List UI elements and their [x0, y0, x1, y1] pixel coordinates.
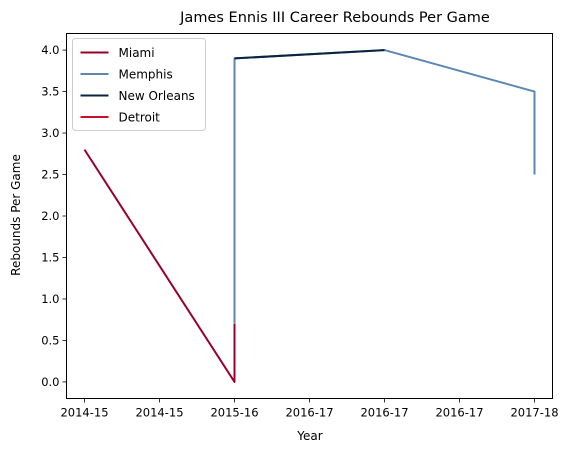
y-tick-label: 2.0 [41, 209, 59, 223]
y-tick-label: 1.0 [41, 292, 59, 306]
x-axis-ticks: 2014-15 2014-15 2015-16 2016-17 2016-17 2016-… [60, 398, 559, 420]
x-tick-label: 2016-17 [435, 406, 483, 420]
chart-title: James Ennis III Career Rebounds Per Game [179, 10, 490, 26]
series-line-miami [83, 149, 236, 383]
y-tick-label: 3.0 [41, 126, 59, 140]
x-tick-label: 2014-15 [135, 406, 183, 420]
y-tick-label: 4.0 [41, 43, 59, 57]
plot-frame [66, 33, 553, 399]
x-axis-label: Year [296, 429, 322, 443]
plot-lines [83, 49, 536, 383]
series-line-memphis [233, 49, 536, 324]
y-axis-ticks: 0.0 0.5 1.0 1.5 2.0 2.5 3.0 3.5 4.0 [41, 43, 67, 389]
y-tick-label: 1.5 [41, 250, 59, 264]
y-tick-label: 0.0 [41, 375, 59, 389]
y-tick-label: 0.5 [41, 333, 59, 347]
legend-label-miami: Miami [119, 46, 155, 60]
x-tick-label: 2016-17 [360, 406, 408, 420]
y-tick-label: 2.5 [41, 168, 59, 182]
legend-label-new-orleans: New Orleans [119, 89, 195, 103]
legend-box [72, 38, 206, 131]
x-tick-label: 2014-15 [60, 406, 108, 420]
y-axis-label: Rebounds Per Game [9, 154, 23, 276]
legend-label-memphis: Memphis [119, 68, 173, 82]
y-tick-label: 3.5 [41, 85, 59, 99]
legend-label-detroit: Detroit [119, 111, 161, 125]
series-line-new-orleans [234, 49, 385, 60]
x-tick-label: 2016-17 [285, 406, 333, 420]
x-tick-label: 2015-16 [210, 406, 258, 420]
x-tick-label: 2017-18 [510, 406, 558, 420]
legend: Miami Memphis New Orleans Detroit [72, 38, 206, 131]
